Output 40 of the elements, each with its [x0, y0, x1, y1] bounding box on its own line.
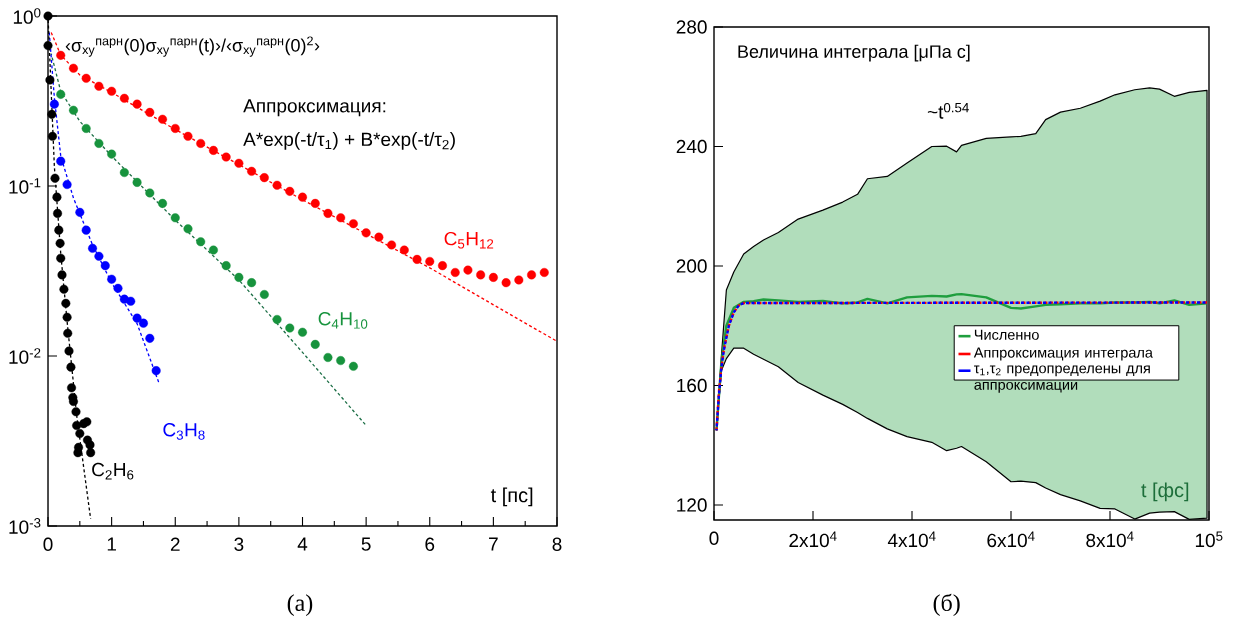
series-label: C$_{2}$H$_{6}$ [92, 462, 134, 480]
text: ‹σ$_{xy}$$^{парн}$(0)σ$_{xy}$$^{парн}$(t)›/‹σ$_{xy}$$^{парн}$(0)$^{2}$› [65, 36, 320, 57]
x-tick-label: 8x10$^{4}$ [1086, 531, 1134, 548]
text: C$_{3}$H$_{8}$ [163, 423, 205, 440]
y-axis-title: Величина интеграла [μПа с] [738, 44, 970, 62]
x-tick-label: 6x10$^{4}$ [987, 531, 1035, 548]
annotation: Аппроксимация: [243, 99, 386, 117]
x-tick-label: 6 [425, 537, 435, 551]
x-tick-label: 7 [489, 537, 498, 551]
y-tick-label: 120 [677, 498, 707, 512]
annotation: A*exp(-t/τ$_{1}$) + B*exp(-t/τ$_{2}$) [243, 132, 455, 150]
y-tick-label: 160 [677, 378, 707, 393]
x-tick-label: 0 [43, 537, 53, 551]
x-tick-label: 0 [709, 531, 719, 545]
x-tick-label: 1 [107, 537, 116, 551]
y-tick-label: 10$^{-1}$ [9, 178, 41, 194]
x-tick-label: 2 [170, 537, 180, 551]
y-tick-label: 240 [676, 139, 707, 154]
legend-label: Численно [974, 329, 1039, 340]
legend-label: Аппроксимация интеграла [973, 347, 1153, 361]
y-tick-label: 10$^{-3}$ [9, 518, 41, 534]
y-tick-label: 200 [676, 259, 707, 273]
x-axis-title: t [пс] [490, 487, 533, 507]
x-tick-label: 8 [552, 537, 562, 551]
series-label: C$_{4}$H$_{10}$ [318, 312, 368, 329]
x-tick-label: 4x10$^{4}$ [887, 531, 936, 548]
x-tick-label: 4 [297, 537, 308, 551]
x-tick-label: 10$^{5}$ [1195, 531, 1223, 548]
legend-label: τ$_{1}$,τ$_{2}$ предопределены для аппроксимации [974, 365, 1150, 393]
x-tick-label: 3 [234, 537, 244, 551]
text: (а) [287, 594, 313, 616]
annotation: ~t$^{0.54}$ [927, 102, 969, 119]
series-label: C$_{5}$H$_{12}$ [444, 231, 494, 249]
x-tick-label: 2x10$^{4}$ [789, 531, 837, 548]
x-axis-title: t [фс] [1141, 482, 1189, 502]
y-tick-label: 10$^{-2}$ [9, 348, 41, 364]
y-tick-label: 10$^{0}$ [13, 8, 41, 24]
text: (б) [933, 593, 960, 616]
y-tick-label: 280 [676, 20, 707, 34]
x-tick-label: 5 [361, 537, 371, 551]
